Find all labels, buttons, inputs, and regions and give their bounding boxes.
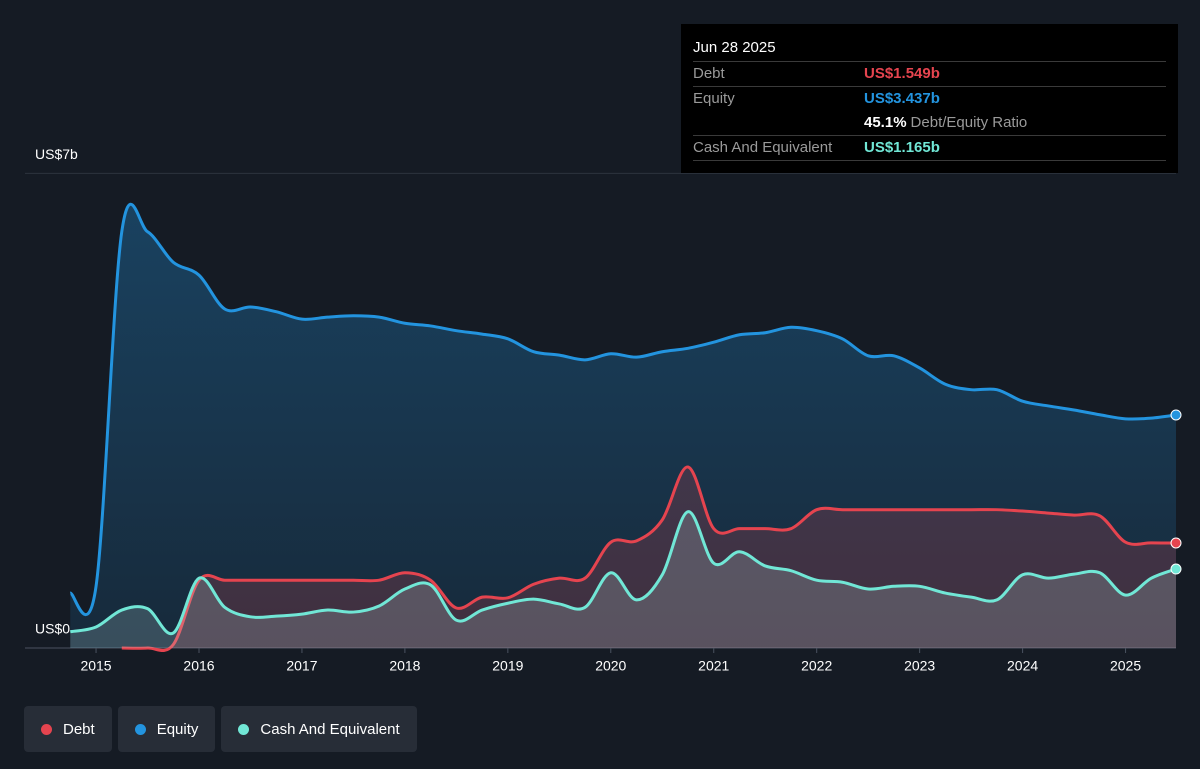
y-tick-label: US$0 (35, 621, 70, 637)
legend-swatch (134, 723, 146, 735)
x-tick-label: 2025 (1110, 658, 1141, 674)
legend-swatch (238, 723, 250, 735)
legend-label: Cash And Equivalent (260, 720, 400, 738)
tooltip-value: US$3.437b (864, 90, 940, 107)
series-line (68, 202, 1177, 617)
tooltip-value: US$1.165b (864, 139, 940, 156)
series-line (70, 510, 1177, 636)
area (70, 204, 1177, 648)
x-tick-label: 2021 (698, 658, 729, 674)
legend-label: Debt (63, 720, 95, 738)
x-tick-label: 2024 (1007, 658, 1038, 674)
x-tick-label: 2017 (286, 658, 317, 674)
tooltip-ratio: 45.1% Debt/Equity Ratio (693, 111, 1166, 135)
ratio-value: 45.1% (864, 114, 907, 131)
x-tick-label: 2018 (389, 658, 420, 674)
tooltip-date: Jun 28 2025 (693, 39, 776, 56)
x-tick-label: 2016 (183, 658, 214, 674)
x-tick-label: 2020 (595, 658, 626, 674)
tooltip-row: Debt US$1.549b (693, 61, 1166, 86)
tooltip-value: US$1.549b (864, 65, 940, 82)
legend-item[interactable]: Debt (24, 706, 112, 752)
y-tick-label: US$7b (35, 146, 78, 162)
legend-swatch (41, 723, 52, 735)
tooltip-label: Cash And Equivalent (693, 139, 833, 156)
tooltip: Jun 28 2025 Debt US$1.549b Equity US$3.4… (681, 24, 1178, 173)
x-tick-label: 2023 (904, 658, 935, 674)
x-tick-label: 2019 (492, 658, 523, 674)
spacer (693, 111, 864, 135)
x-tick-label: 2015 (80, 658, 111, 674)
legend-label: Equity (156, 720, 199, 738)
area (70, 511, 1177, 648)
tooltip-row: Equity US$3.437b (693, 86, 1166, 111)
end-point (1170, 409, 1182, 421)
legend: Debt Equity Cash And Equivalent (24, 706, 417, 752)
end-point (1170, 563, 1182, 575)
end-point (1170, 537, 1182, 549)
tooltip-label: Equity (693, 90, 735, 107)
legend-item[interactable]: Cash And Equivalent (221, 706, 417, 752)
area (121, 466, 1176, 651)
legend-item[interactable]: Equity (117, 706, 216, 752)
tooltip-row: Cash And Equivalent US$1.165b (693, 135, 1166, 161)
tooltip-label: Debt (693, 65, 725, 82)
ratio-label: Debt/Equity Ratio (910, 114, 1028, 131)
series-line (121, 465, 1177, 652)
x-tick-label: 2022 (801, 658, 832, 674)
